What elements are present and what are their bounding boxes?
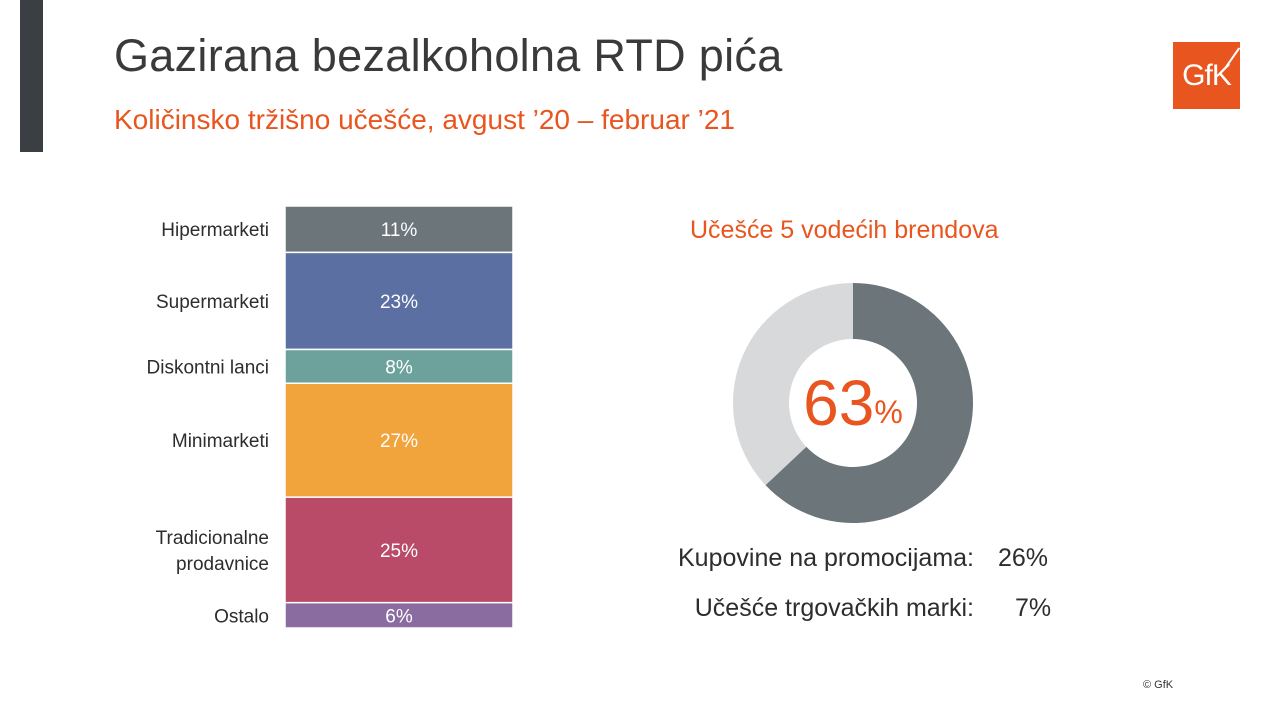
logo-text: GfK	[1182, 58, 1232, 92]
donut-slice	[733, 283, 853, 486]
stat-value: 7%	[1015, 594, 1052, 622]
bar-category-label: Ostalo	[214, 606, 269, 627]
bar-segment	[284, 251, 514, 351]
donut-center-unit: %	[874, 394, 903, 430]
bar-segment	[284, 205, 514, 254]
stat-label: Kupovine na promocijama:	[678, 544, 974, 572]
page-title: Gazirana bezalkoholna RTD pića	[114, 30, 783, 81]
copyright: © GfK	[1143, 679, 1174, 691]
bar-category-label: Minimarketi	[172, 431, 269, 452]
bar-category-label: Diskontni lanci	[147, 357, 270, 378]
page-subtitle: Količinsko tržišno učešće, avgust ’20 – …	[114, 104, 735, 135]
bar-segment	[284, 496, 514, 604]
stat-row-promotions: Kupovine na promocijama: 26%	[0, 544, 1280, 576]
bar-category-label: Hipermarketi	[161, 220, 269, 241]
donut-center-number: 63	[803, 367, 875, 439]
bar-value-label: 23%	[380, 292, 418, 313]
bar-category-label: Tradicionalne prodavnice	[156, 528, 269, 575]
donut-chart	[733, 283, 973, 523]
stacked-bar-chart: 11% Hipermarketi 23% Supermarketi 8% Diskontn…	[147, 205, 514, 629]
bar-segment	[284, 601, 514, 629]
gfk-logo: GfK	[1173, 42, 1240, 109]
stat-value: 26%	[998, 544, 1049, 572]
stat-row-private-labels: Učešće trgovačkih marki: 7%	[0, 594, 1280, 626]
bar-value-label: 27%	[380, 431, 418, 452]
bar-value-label: 6%	[385, 606, 413, 627]
bar-segment	[284, 348, 514, 384]
accent-bar	[20, 0, 43, 152]
stat-label: Učešće trgovačkih marki:	[694, 594, 974, 622]
donut-slice	[765, 283, 973, 523]
bar-value-label: 11%	[381, 220, 418, 241]
bar-value-label: 25%	[380, 541, 418, 562]
bar-category-label: Supermarketi	[156, 292, 269, 313]
bar-value-label: 8%	[385, 357, 413, 378]
donut-center-value: 63 %	[733, 283, 973, 523]
donut-title: Učešće 5 vodećih brendova	[690, 216, 999, 244]
bar-segment	[284, 382, 514, 498]
